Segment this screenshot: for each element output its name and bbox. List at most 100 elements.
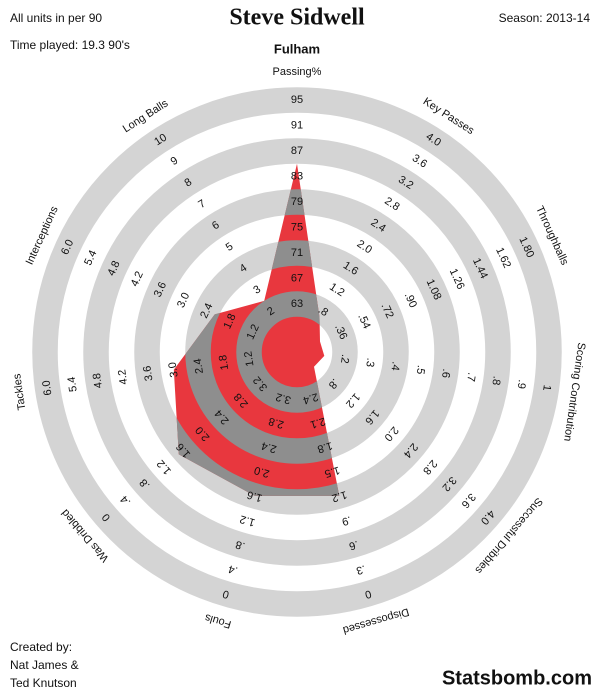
tick-label: .6 [348,538,360,552]
tick-label: .4 [118,493,133,508]
tick-label: 0 [363,587,372,600]
tick-label: 1.8 [221,312,238,331]
tick-label: 2.0 [253,464,271,480]
credit: Ted Knutson [10,676,77,690]
tick-label: 3 [251,283,263,296]
tick-label: 4.8 [91,372,105,389]
tick-label: 1.2 [330,488,348,504]
tick-label: 1.2 [155,457,174,476]
tick-label: 2.1 [309,415,327,431]
axis-label: Passing% [273,66,322,78]
tick-label: 95 [291,94,303,106]
tick-label: 2.4 [198,301,215,320]
tick-label: 67 [291,272,303,284]
tick-label: 87 [291,145,303,157]
axis-label: Scoring Contribution [561,342,587,442]
tick-label: 2.0 [382,424,401,443]
tick-label: .8 [234,538,246,552]
tick-label: .7 [464,372,477,383]
credit: Created by: [10,640,72,654]
tick-label: 1.2 [343,390,362,409]
tick-label: 2.8 [267,415,285,431]
tick-label: 1.5 [323,464,341,480]
band-overlap [173,189,340,496]
band [32,87,562,617]
tick-label: 91 [291,119,303,131]
tick-label: 2.4 [302,390,320,406]
tick-label: 5.4 [66,376,80,393]
tick-label: 6.0 [59,238,76,257]
tick-label: 0 [221,587,230,600]
tick-label: 75 [291,221,303,233]
tick-label: 1.26 [447,267,467,291]
tick-label: 2.0 [355,238,374,256]
tick-label: 2.8 [382,195,401,213]
band-overlap [185,240,340,464]
tick-label: 2.4 [192,358,206,375]
tick-label: 1 [540,384,553,392]
tick-label: .90 [402,291,419,310]
tick-label: 3.6 [141,365,155,382]
tick-label: .4 [388,361,401,372]
overlap [173,163,340,496]
tick-label: .8 [489,375,502,386]
tick-label: 6 [210,219,222,232]
brand: Statsbomb.com [442,667,592,689]
chart-subtitle: Fulham [274,41,320,56]
tick-label: .2 [338,353,351,364]
tick-label: .9 [515,379,528,390]
axis-label: Tackles [11,372,28,411]
band [83,138,511,566]
axis-label: Fouls [203,611,233,630]
tick-label: .3 [355,562,367,576]
tick-label: 4.2 [129,270,146,289]
tick-label: 1.2 [245,323,262,342]
tick-label: 3.2 [274,390,292,406]
tick-label: .54 [355,312,372,331]
tick-label: .9 [340,513,352,527]
tick-label: .4 [227,562,239,576]
tick-label: 5 [224,240,236,253]
tick-label: 63 [291,298,303,310]
season: Season: 2013-14 [499,11,591,25]
tick-label: .36 [332,323,349,342]
tick-label: 1.8 [217,354,231,371]
tick-label: .72 [379,301,396,320]
tick-label: 7 [196,198,208,211]
tick-label: 71 [291,247,303,259]
tick-label: 3.6 [410,152,429,170]
credit: Nat James & [10,658,79,672]
tick-label: 8 [182,176,194,189]
tick-label: 1.2 [239,513,257,529]
tick-label: 2.4 [260,439,278,455]
tick-label: 2.8 [420,457,439,476]
tick-label: 6.0 [40,379,54,396]
tick-label: 1.8 [316,439,334,455]
tick-label: 1.6 [246,488,264,504]
tick-label: 3.6 [459,491,478,510]
units-note: All units in per 90 [10,11,102,25]
tick-label: 2 [265,305,277,318]
tick-label: 4.8 [105,259,122,278]
tick-label: 5.4 [82,248,99,267]
radar: 636771757983879195Passing%.81.21.62.02.4… [11,66,587,636]
tick-label: 3.0 [175,291,192,310]
tick-label: 83 [291,170,303,182]
tick-label: 3.0 [167,361,181,378]
band-overlap [236,291,340,413]
tick-label: 3.6 [152,280,169,299]
tick-label: 4 [238,262,250,275]
chart-title: Steve Sidwell [229,5,365,31]
tick-label: 1.2 [242,350,256,367]
time-note: Time played: 19.3 90's [10,38,130,52]
tick-label: 9 [169,155,181,168]
tick-label: 4.2 [116,369,130,386]
tick-label: .5 [414,364,427,375]
tick-label: .6 [439,368,452,379]
tick-label: 1.62 [493,246,513,270]
tick-label: 10 [152,132,169,149]
tick-label: 1.2 [327,281,346,299]
tick-label: 79 [291,196,303,208]
tick-label: .3 [363,357,376,368]
